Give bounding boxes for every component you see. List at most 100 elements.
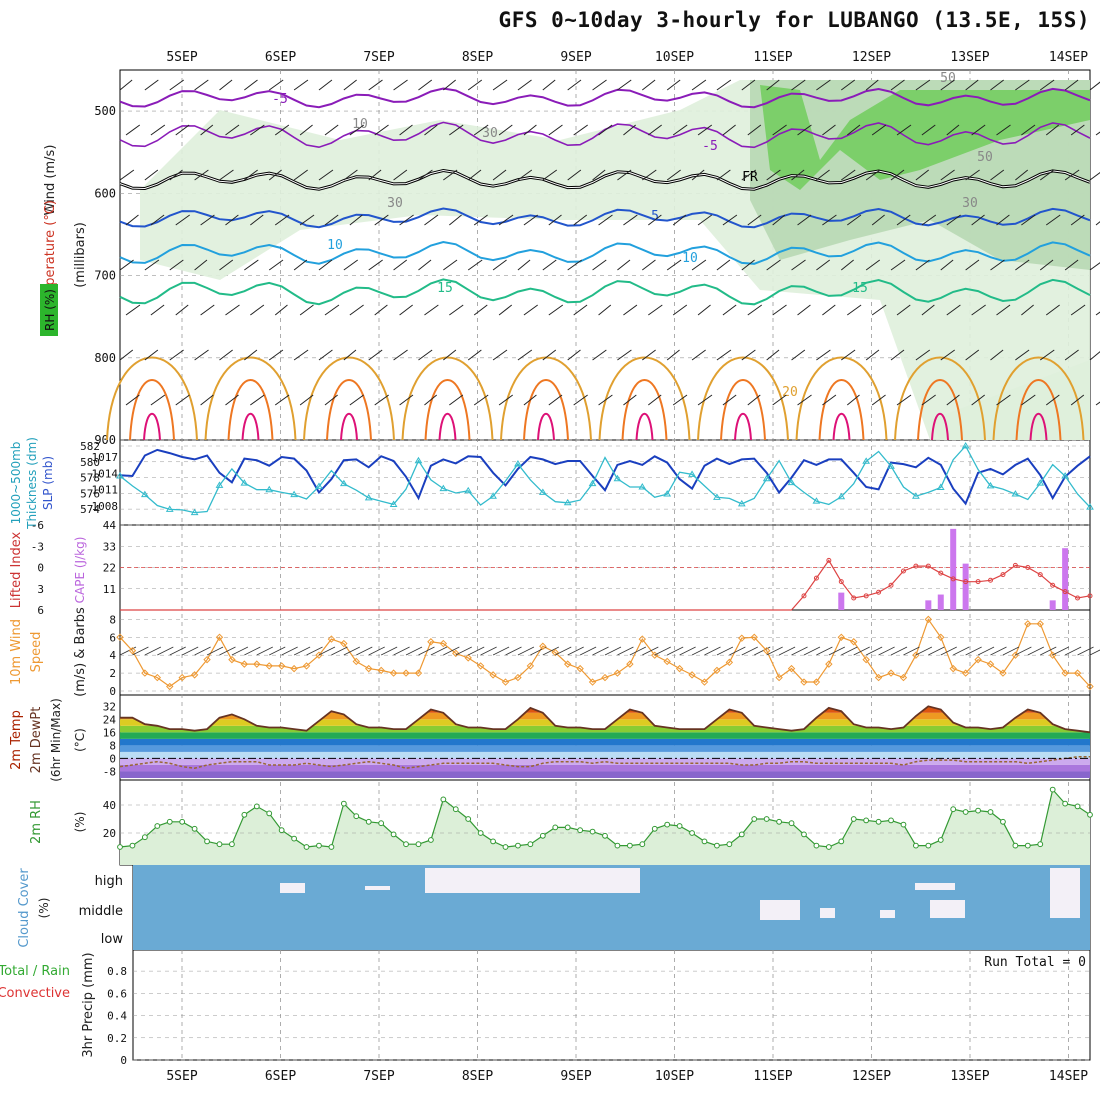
top-date-label: 5SEP <box>166 50 197 65</box>
upper-wind-barb <box>573 394 588 406</box>
upper-wind-barb <box>772 124 787 136</box>
surface-wind-barb <box>157 646 174 656</box>
surface-wind-barb <box>953 646 970 656</box>
upper-wind-barb <box>996 394 1011 406</box>
surface-wind-barb <box>816 646 833 656</box>
upper-wind-barb <box>567 349 581 361</box>
slp-marker <box>165 505 174 512</box>
li-tick: 6 <box>37 604 44 617</box>
upper-wind-barb <box>940 349 955 361</box>
thickness-tick: 580 <box>80 456 100 469</box>
upper-wind-barb <box>747 214 762 226</box>
upper-wind-barb <box>722 124 736 136</box>
upper-wind-barb <box>871 124 887 136</box>
panel-frame-wind <box>119 609 1091 696</box>
contour-5 <box>119 207 1091 229</box>
upper-wind-barb <box>1070 394 1085 406</box>
pressure-tick: 700 <box>94 269 116 283</box>
rh-marker <box>701 838 708 845</box>
slp-line <box>119 444 1091 514</box>
upper-wind-barb <box>791 259 806 271</box>
upper-wind-barb <box>990 349 1004 361</box>
surface-wind-barb <box>393 646 410 656</box>
surface-wind-barb <box>1002 646 1020 656</box>
rh-marker <box>937 837 944 843</box>
upper-wind-barb <box>418 349 433 361</box>
upper-wind-barb <box>697 304 711 316</box>
upper-wind-barb <box>424 304 439 316</box>
upper-wind-barb <box>175 124 190 136</box>
rh-marker <box>950 806 957 813</box>
rh-marker <box>403 841 409 848</box>
surface-wind-barb <box>343 646 361 656</box>
wind-marker <box>949 664 957 673</box>
upper-wind-barb <box>648 124 662 136</box>
slp-tick: 1014 <box>92 467 119 480</box>
rh-marker <box>763 816 770 822</box>
contour-minus5b <box>119 121 1091 149</box>
temp-color-band <box>120 706 1090 713</box>
upper-wind-barb <box>318 349 333 361</box>
upper-wind-barb <box>299 304 314 316</box>
wind-marker <box>762 647 771 655</box>
wind-marker <box>974 655 982 664</box>
wind-marker <box>812 678 821 686</box>
surface-wind-barb <box>256 646 273 656</box>
slp-marker <box>489 492 497 499</box>
surface-wind-barb <box>306 646 323 656</box>
li-marker <box>876 589 882 595</box>
upper-wind-barb <box>523 124 537 136</box>
temp-tick: 16 <box>103 726 116 739</box>
upper-wind-barb <box>741 169 757 181</box>
slp-marker <box>116 472 124 479</box>
rh-marker <box>552 824 559 831</box>
upper-wind-barb <box>150 394 166 406</box>
rh-marker <box>253 803 260 810</box>
wind-marker <box>365 664 373 673</box>
upper-wind-barb <box>921 214 937 226</box>
upper-wind-barb <box>449 394 464 406</box>
upper-wind-barb <box>244 169 258 181</box>
surface-wind-barb <box>331 646 348 656</box>
upper-wind-barb <box>672 394 688 406</box>
wind-marker <box>1061 669 1069 677</box>
upper-wind-barb <box>797 124 812 136</box>
upper-wind-barb <box>871 214 885 226</box>
rh-marker <box>204 838 210 845</box>
temp-band-group <box>120 706 1090 778</box>
wind-marker <box>874 673 883 682</box>
wind-marker <box>476 662 485 670</box>
top-date-label: 8SEP <box>462 50 493 65</box>
precip-tick: 0.2 <box>107 1032 127 1045</box>
surface-wind-barb <box>318 646 336 656</box>
upper-wind-barb <box>791 169 805 181</box>
upper-wind-barb <box>517 79 532 91</box>
upper-wind-barb <box>567 169 582 181</box>
rh-marker <box>825 844 832 850</box>
li-marker <box>1000 572 1006 578</box>
slp-marker <box>215 481 224 488</box>
upper-wind-barb <box>542 79 556 91</box>
upper-wind-barb <box>840 259 854 271</box>
bottom-date-label: 11SEP <box>753 1069 792 1084</box>
upper-wind-barb <box>672 214 687 226</box>
surface-wind-barb <box>555 646 572 656</box>
upper-wind-barb <box>766 259 781 271</box>
upper-wind-barb <box>225 124 240 136</box>
upper-wind-barb <box>548 124 563 136</box>
label-cloud-unit: (%) <box>37 898 51 919</box>
contour-label: -5 <box>702 139 718 154</box>
upper-wind-barb <box>865 259 881 271</box>
rh-marker <box>651 825 658 832</box>
surface-wind-barb <box>890 646 908 656</box>
upper-wind-barb <box>592 259 607 271</box>
rh-marker <box>278 827 285 834</box>
upper-wind-barb <box>274 394 290 406</box>
upper-wind-barb <box>946 124 960 136</box>
surface-wind-barb <box>928 646 945 656</box>
upper-wind-barb <box>517 259 531 271</box>
label-millibars: (millibars) <box>73 222 88 288</box>
wind-marker <box>961 669 970 677</box>
wind-marker <box>377 666 385 675</box>
